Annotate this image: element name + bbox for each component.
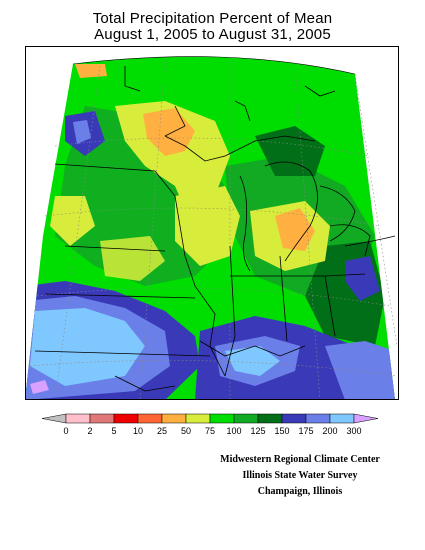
boundaries: [34, 66, 396, 392]
legend-swatch: [329, 413, 355, 424]
precipitation-map: [25, 46, 399, 401]
legend-label: 175: [298, 426, 313, 436]
legend-label: 150: [274, 426, 289, 436]
legend-label: 5: [111, 426, 116, 436]
legend-swatch: [209, 413, 235, 424]
legend-label: 50: [181, 426, 191, 436]
title-line-1: Total Precipitation Percent of Mean: [92, 10, 333, 27]
legend-label: 125: [250, 426, 265, 436]
legend-swatch: [281, 413, 307, 424]
legend-swatch: [89, 413, 115, 424]
legend-label: 10: [133, 426, 143, 436]
credit-line-1: Midwestern Regional Climate Center: [220, 454, 380, 465]
legend-swatch: [137, 413, 163, 424]
legend-arrow-low: [41, 413, 67, 424]
credit-line-3: Champaign, Illinois: [257, 486, 343, 497]
credits: Midwestern Regional Climate Center Illin…: [190, 452, 410, 500]
legend-label: 200: [322, 426, 337, 436]
precip-field: [25, 56, 395, 400]
legend-swatch: [113, 413, 139, 424]
legend-swatch: [185, 413, 211, 424]
legend-swatch: [257, 413, 283, 424]
legend-label: 300: [346, 426, 361, 436]
graticule: [29, 57, 398, 401]
legend-swatch: [65, 413, 91, 424]
legend-swatch: [233, 413, 259, 424]
color-scale-legend: 0 2 5 10 25 50 75 100 125 150 175 200 300: [0, 412, 425, 442]
legend-label: 75: [205, 426, 215, 436]
map-title: Total Precipitation Percent of Mean Augu…: [0, 11, 425, 43]
legend-arrow-high: [353, 413, 379, 424]
legend-swatch: [161, 413, 187, 424]
legend-label: 100: [226, 426, 241, 436]
credit-line-2: Illinois State Water Survey: [242, 470, 358, 481]
title-line-2: August 1, 2005 to August 31, 2005: [94, 26, 331, 43]
legend-label: 0: [63, 426, 68, 436]
legend-label: 25: [157, 426, 167, 436]
legend-label: 2: [87, 426, 92, 436]
legend-swatch: [305, 413, 331, 424]
